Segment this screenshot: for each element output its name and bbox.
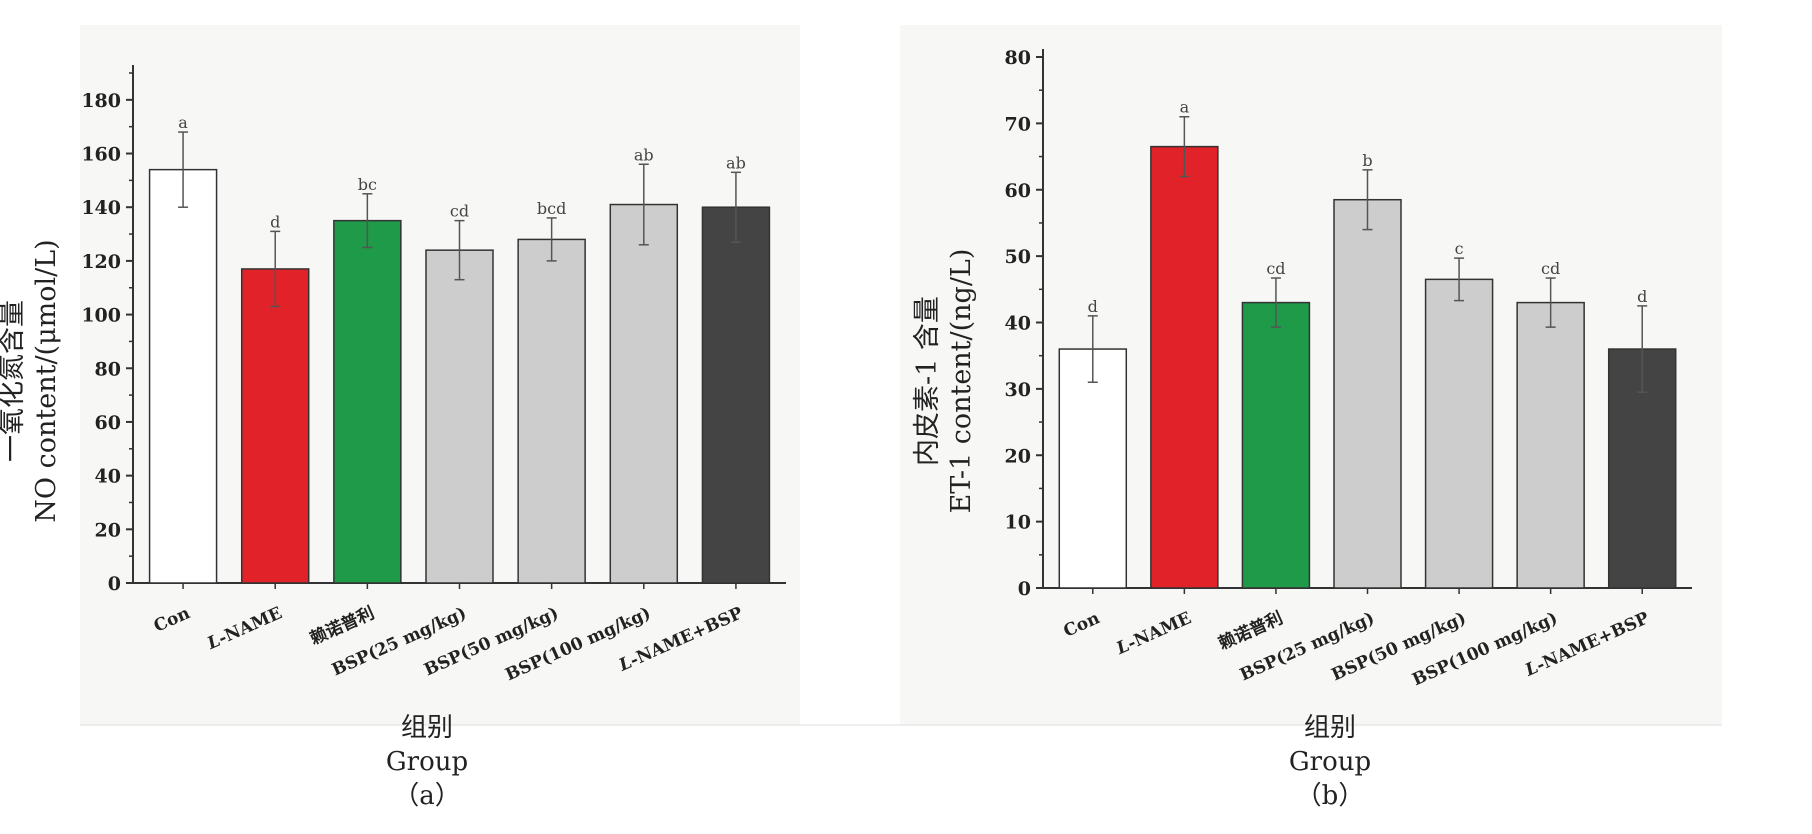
chart-b-y-tick-label: 40 (1005, 313, 1031, 335)
chart-b-y-tick-label: 10 (1005, 512, 1031, 534)
chart-b-y-tick-label: 60 (1005, 180, 1031, 202)
chart-b-bar (1058, 348, 1128, 589)
chart-b-y-tick-label: 0 (1018, 578, 1031, 600)
chart-a-y-tick-label: 180 (81, 90, 121, 112)
y-axis-title-b: 内皮素-1 含量 ET-1 content/(ng/L) (911, 121, 979, 641)
chart-a-y-tick-label: 40 (95, 466, 121, 488)
chart-a-y-tick-label: 120 (81, 251, 121, 273)
chart-b-significance-label: c (1455, 239, 1464, 258)
x-axis-title-b-cn: 组别 (1303, 713, 1356, 743)
chart-b-bar (1516, 301, 1585, 589)
chart-a-y-tick-label: 20 (95, 519, 121, 541)
chart-a-significance-label: d (270, 212, 280, 231)
x-axis-title-a-cn: 组别 (400, 713, 453, 743)
x-axis-title-a: 组别 Group （a） (277, 712, 577, 813)
chart-b-bar (1333, 198, 1402, 589)
chart-a-y-tick-label: 0 (108, 573, 121, 595)
chart-a-bar (609, 203, 679, 584)
chart-b-significance-label: d (1088, 297, 1098, 316)
y-axis-title-a-cn: 一氧化氮含量 (0, 300, 28, 462)
chart-a-significance-label: ab (634, 145, 654, 164)
x-axis-title-b: 组别 Group （b） (1180, 712, 1480, 813)
chart-b-bar (1424, 278, 1494, 589)
chart-a-bar (425, 249, 494, 584)
chart-b-significance-label: cd (1541, 259, 1560, 278)
chart-a-significance-label: a (178, 113, 188, 132)
chart-b-y-tick-label: 50 (1005, 246, 1031, 268)
chart-b-bar (1150, 145, 1219, 589)
chart-a-y-tick-label: 60 (95, 412, 121, 434)
chart-b-y-tick-label: 20 (1005, 445, 1031, 467)
chart-a-y-tick-label: 140 (81, 197, 121, 219)
chart-b-y-tick-label: 80 (1005, 47, 1031, 69)
panel-label-b: （b） (1295, 780, 1365, 811)
y-axis-title-b-cn: 内皮素-1 含量 (912, 296, 943, 466)
chart-a-significance-label: cd (450, 202, 469, 221)
chart-b-significance-label: d (1637, 287, 1647, 306)
chart-a-significance-label: bc (358, 175, 377, 194)
chart-a-bar (517, 238, 586, 584)
chart-b-y-tick-label: 30 (1005, 379, 1031, 401)
chart-b-significance-label: cd (1266, 259, 1285, 278)
panel-label-a: （a） (393, 780, 461, 811)
chart-a-y-tick-label: 160 (81, 144, 121, 166)
chart-b-significance-label: a (1180, 98, 1190, 117)
chart-b-y-tick-label: 70 (1005, 113, 1031, 135)
chart-a-significance-label: bcd (537, 199, 566, 218)
chart-a-bar (333, 219, 402, 584)
chart-a-bar (701, 206, 771, 584)
chart-a-y-tick-label: 80 (95, 358, 121, 380)
chart-b-bar (1241, 301, 1311, 589)
chart-a-bar (148, 168, 218, 584)
chart-b-significance-label: b (1362, 151, 1372, 170)
y-axis-title-b-en: ET-1 content/(ng/L) (946, 248, 977, 514)
y-axis-title-a-en: NO content/(μmol/L) (31, 239, 62, 523)
chart-a-significance-label: ab (726, 153, 746, 172)
x-axis-title-a-en: Group (385, 746, 469, 777)
x-axis-title-b-en: Group (1288, 746, 1372, 777)
y-axis-title-a: 一氧化氮含量 NO content/(μmol/L) (0, 121, 64, 641)
panel-b-background (900, 25, 1722, 725)
chart-a-bar (240, 268, 310, 584)
chart-a-y-tick-label: 100 (81, 305, 121, 327)
